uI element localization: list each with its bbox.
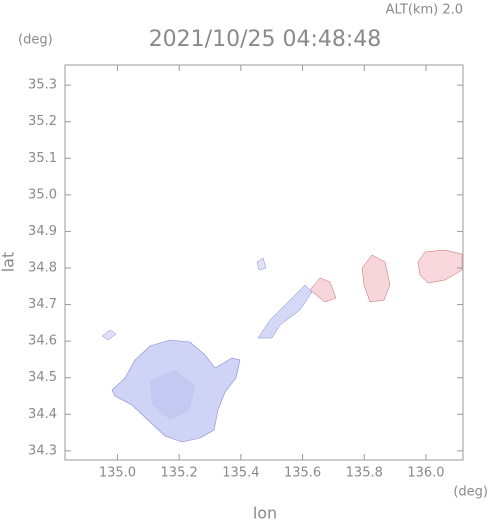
echo-region: [417, 249, 463, 284]
echo-region: [309, 277, 337, 303]
y-tick-label: 35.2: [28, 114, 57, 129]
y-tick-label: 35.3: [28, 78, 57, 93]
x-unit: (deg): [453, 485, 488, 500]
x-tick-label: 135.0: [99, 466, 136, 481]
x-tick-label: 135.2: [161, 466, 198, 481]
y-tick-label: 34.4: [28, 407, 57, 422]
y-tick-label: 35.0: [28, 187, 57, 202]
y-tick-label: 34.6: [28, 334, 57, 349]
y-axis-label: lat: [0, 252, 18, 273]
plot-frame: [64, 64, 464, 461]
echo-region: [150, 370, 195, 420]
y-unit: (deg): [18, 33, 53, 48]
echo-region: [256, 257, 267, 271]
x-tick-label: 135.4: [222, 466, 259, 481]
chart-title: 2021/10/25 04:48:48: [149, 27, 382, 52]
y-tick-label: 34.8: [28, 260, 57, 275]
echo-region: [257, 284, 313, 339]
echo-region: [101, 329, 117, 341]
y-tick-label: 34.9: [28, 224, 57, 239]
x-tick-label: 135.8: [346, 466, 383, 481]
echo-region: [361, 254, 391, 303]
y-tick-label: 34.3: [28, 443, 57, 458]
y-tick-label: 34.5: [28, 370, 57, 385]
x-axis-label: lon: [253, 504, 277, 521]
x-tick-label: 135.6: [284, 466, 321, 481]
y-tick-label: 35.1: [28, 151, 57, 166]
x-tick-label: 136.0: [407, 466, 444, 481]
y-tick-label: 34.7: [28, 297, 57, 312]
echoes: [101, 249, 463, 443]
altitude-label: ALT(km) 2.0: [386, 3, 463, 18]
